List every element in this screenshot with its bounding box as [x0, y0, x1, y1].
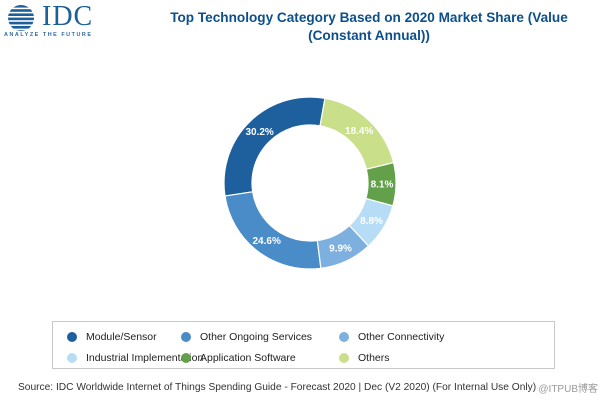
chart-title-line-1: Top Technology Category Based on 2020 Ma… — [170, 10, 568, 25]
legend-item-module-sensor: Module/Sensor — [67, 331, 157, 343]
legend-item-application-software: Application Software — [181, 352, 296, 364]
donut-chart: 30.2% 24.6% 9.9% 8.8% 8.1% 18.4% — [223, 96, 397, 270]
data-label-other-ongoing-services: 24.6% — [252, 236, 280, 247]
legend-swatch-others — [339, 353, 349, 363]
legend-swatch-application-software — [181, 353, 191, 363]
data-label-application-software: 8.1% — [371, 180, 394, 191]
data-label-module-sensor: 30.2% — [245, 127, 273, 138]
idc-logo: IDC ANALYZE THE FUTURE — [4, 1, 122, 40]
legend-swatch-other-connectivity — [339, 332, 349, 342]
legend-label: Other Connectivity — [358, 331, 445, 343]
brand-name: IDC — [42, 1, 94, 32]
data-label-others: 18.4% — [345, 126, 373, 137]
legend-label: Others — [358, 352, 390, 364]
legend-item-other-ongoing-services: Other Ongoing Services — [181, 331, 312, 343]
legend-swatch-other-ongoing-services — [181, 332, 191, 342]
legend-item-industrial-implementation: Industrial Implementation — [67, 352, 203, 364]
watermark: @ITPUB博客 — [538, 384, 598, 395]
legend-label: Application Software — [200, 352, 296, 364]
slice-others — [319, 97, 395, 170]
legend-label: Module/Sensor — [86, 331, 157, 343]
legend-label: Other Ongoing Services — [200, 331, 313, 343]
brand-tagline: ANALYZE THE FUTURE — [4, 32, 93, 38]
legend-item-other-connectivity: Other Connectivity — [339, 331, 444, 343]
chart-title-line-2: (Constant Annual)) — [308, 28, 430, 43]
source-note: Source: IDC Worldwide Internet of Things… — [18, 382, 537, 393]
chart-title: Top Technology Category Based on 2020 Ma… — [134, 9, 604, 45]
legend-label: Industrial Implementation — [86, 352, 204, 364]
data-label-other-connectivity: 9.9% — [329, 244, 352, 255]
slice-other-ongoing-services — [224, 191, 322, 270]
data-label-industrial-implementation: 8.8% — [360, 216, 383, 227]
slice-module-sensor — [223, 96, 326, 197]
legend-swatch-module-sensor — [67, 332, 77, 342]
legend-swatch-industrial-implementation — [67, 353, 77, 363]
legend-item-others: Others — [339, 352, 390, 364]
idc-globe-icon — [8, 5, 34, 31]
chart-legend: Module/Sensor Other Ongoing Services Other… — [52, 321, 555, 369]
